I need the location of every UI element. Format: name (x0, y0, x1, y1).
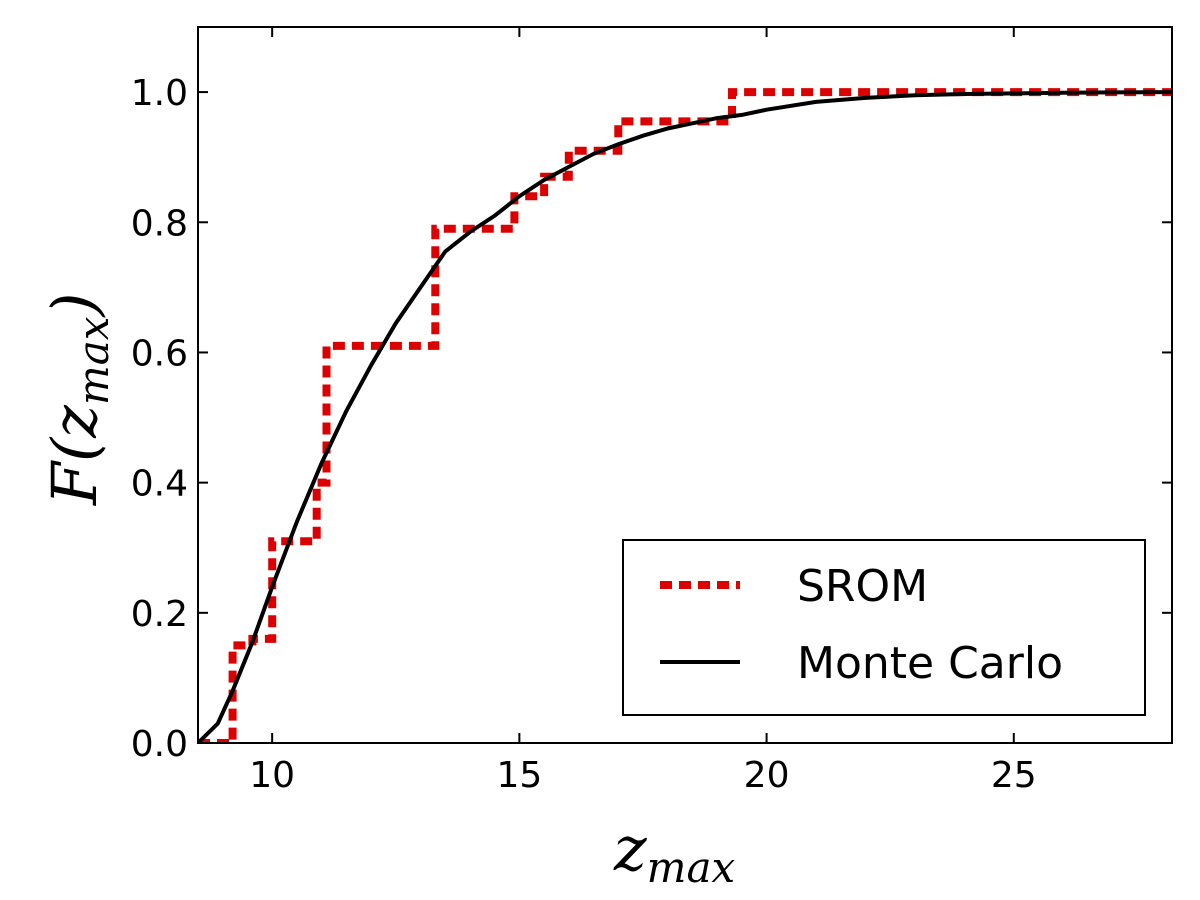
legend-label-srom: SROM (797, 561, 928, 612)
y-tick-label: 0.2 (131, 594, 188, 635)
x-tick-label: 25 (991, 755, 1037, 796)
series-line-monte-carlo (198, 90, 1172, 743)
x-tick-label: 10 (249, 755, 295, 796)
y-axis-label: F(zmax) (38, 292, 118, 506)
legend-label-monte-carlo: Monte Carlo (797, 638, 1063, 689)
axis-ticks: 10 15 20 25 0.0 0.2 0.4 0.6 0.8 1.0 (131, 27, 1172, 796)
plot-area (198, 88, 1172, 743)
legend-box (622, 539, 1146, 716)
x-axis-label: zmax (613, 812, 736, 892)
y-tick-label: 0.0 (131, 724, 188, 765)
y-tick-label: 0.6 (131, 333, 188, 374)
x-tick-label: 15 (496, 755, 542, 796)
y-tick-label: 1.0 (131, 73, 188, 114)
legend: SROM Monte Carlo (622, 539, 1146, 716)
plot-frame (197, 26, 1173, 744)
y-tick-label: 0.8 (131, 203, 188, 244)
x-tick-label: 20 (744, 755, 790, 796)
y-tick-label: 0.4 (131, 464, 188, 505)
